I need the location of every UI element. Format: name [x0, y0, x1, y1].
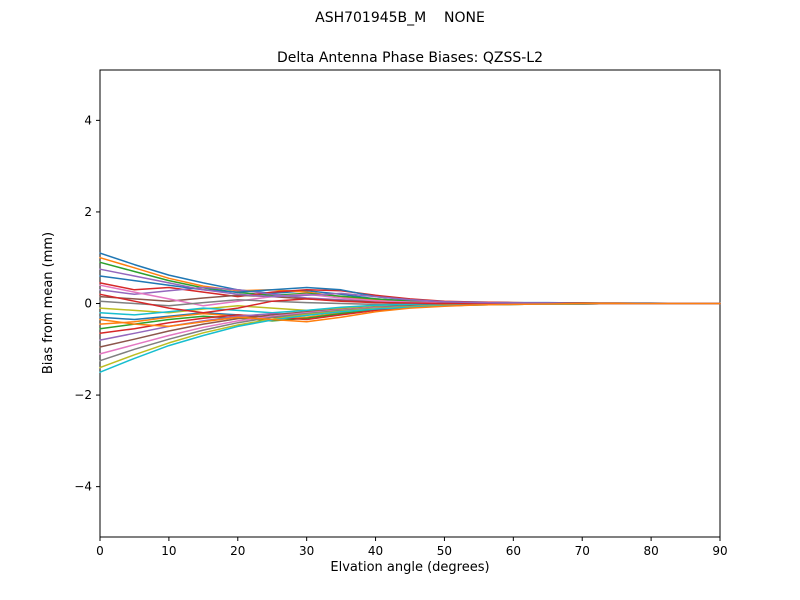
chart-title: Delta Antenna Phase Biases: QZSS-L2	[277, 50, 543, 66]
x-tick-label: 60	[506, 544, 521, 558]
x-axis-label: Elvation angle (degrees)	[330, 560, 490, 575]
x-tick-label: 90	[712, 544, 727, 558]
y-tick-label: 0	[84, 297, 92, 311]
series-s24	[99, 302, 721, 328]
y-tick-label: 2	[84, 205, 92, 219]
x-tick-label: 10	[161, 544, 176, 558]
x-tick-label: 20	[230, 544, 245, 558]
x-tick-label: 30	[299, 544, 314, 558]
x-tick-label: 0	[96, 544, 104, 558]
y-tick-label: −4	[74, 480, 92, 494]
y-tick-label: 4	[84, 113, 92, 127]
x-tick-label: 70	[575, 544, 590, 558]
y-tick-label: −2	[74, 388, 92, 402]
series-s18	[99, 302, 721, 362]
figure-suptitle: ASH701945B_M NONE	[315, 10, 485, 26]
series-s01	[99, 252, 721, 305]
x-tick-label: 40	[368, 544, 383, 558]
series-s03	[99, 261, 721, 305]
x-tick-label: 80	[643, 544, 658, 558]
x-tick-label: 50	[437, 544, 452, 558]
